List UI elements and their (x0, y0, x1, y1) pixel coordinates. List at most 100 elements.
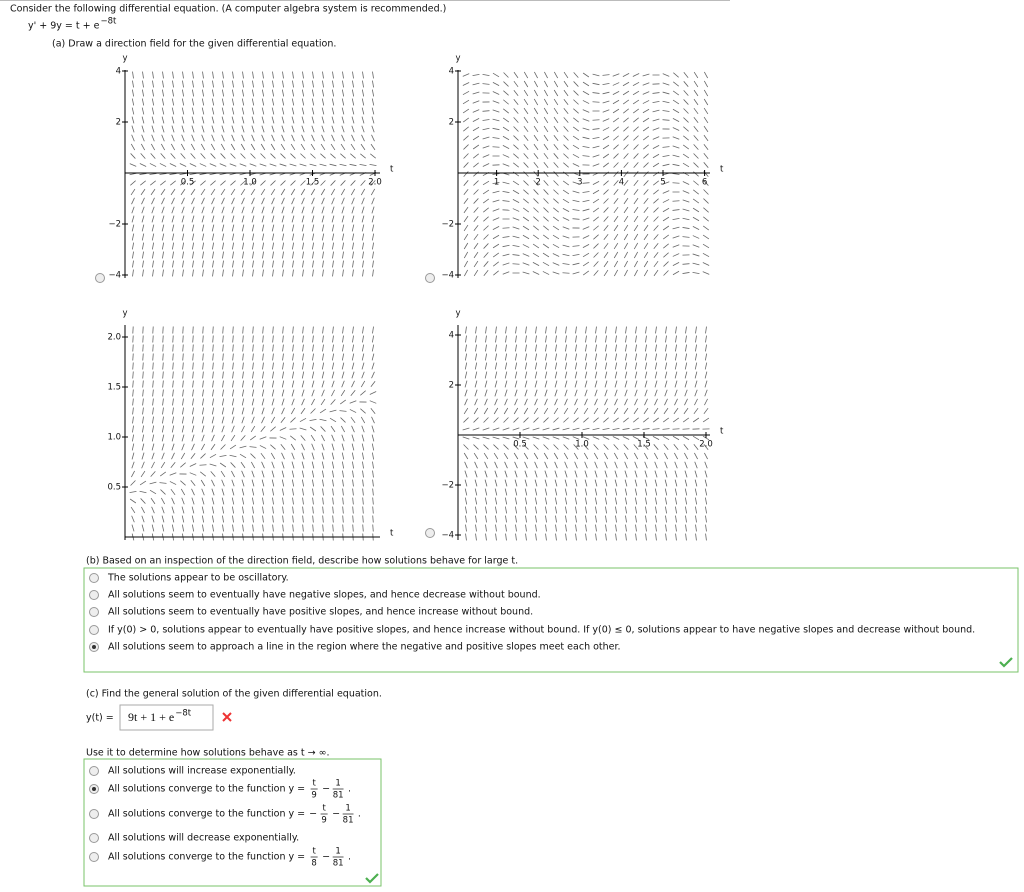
option-radio[interactable] (89, 809, 99, 819)
slope-segment (624, 353, 628, 361)
slope-segment (229, 444, 237, 450)
option-radio[interactable] (89, 766, 99, 776)
slope-segment (533, 407, 539, 415)
slope-segment (682, 272, 690, 274)
slope-segment (172, 260, 174, 268)
slope-segment (513, 89, 519, 97)
slope-segment (463, 206, 469, 214)
slope-segment (562, 189, 570, 195)
slope-segment (302, 497, 304, 505)
slope-segment (512, 180, 520, 186)
denominator: 8 (311, 859, 316, 869)
slope-segment (674, 470, 678, 478)
slope-segment (535, 335, 537, 343)
plot-choice[interactable] (425, 273, 435, 283)
slope-segment (512, 254, 520, 256)
slope-segment (543, 171, 549, 177)
slope-segment (572, 271, 580, 275)
slope-segment (515, 533, 517, 541)
slope-segment (170, 153, 176, 159)
slope-segment (312, 71, 314, 79)
slope-segment (131, 515, 135, 523)
slope-segment (533, 134, 539, 142)
slope-segment (141, 134, 145, 142)
slope-segment (341, 215, 345, 223)
slope-segment (662, 110, 670, 112)
slope-segment (565, 326, 567, 334)
slope-segment (474, 488, 478, 496)
slope-segment (643, 260, 649, 268)
slope-segment (191, 116, 195, 124)
slope-segment (633, 171, 639, 177)
slope-segment (181, 98, 185, 106)
slope-segment (594, 488, 598, 496)
slope-segment (463, 444, 469, 450)
option-radio[interactable] (89, 833, 99, 843)
plot-choice[interactable] (95, 273, 105, 283)
plot-choice[interactable] (425, 528, 435, 538)
slope-segment (281, 452, 285, 460)
slope-segment (582, 182, 590, 184)
slope-segment (672, 81, 680, 87)
slope-segment (542, 271, 550, 275)
slope-segment (191, 107, 195, 115)
slope-segment (221, 197, 225, 205)
slope-segment (332, 470, 334, 478)
slope-segment (189, 163, 197, 167)
slope-segment (280, 153, 286, 159)
t-tick-label: 0.5 (181, 178, 195, 188)
slope-segment (372, 488, 374, 496)
slope-segment (534, 353, 538, 361)
slope-segment (524, 470, 528, 478)
slope-segment (604, 506, 608, 514)
slope-segment (582, 208, 590, 212)
slope-segment (241, 116, 245, 124)
slope-segment (371, 434, 375, 442)
slope-segment (150, 471, 156, 477)
slope-segment (632, 81, 640, 87)
slope-segment (562, 226, 570, 230)
slope-segment (190, 153, 196, 159)
slope-segment (635, 344, 637, 352)
slope-segment (311, 380, 315, 388)
option-radio[interactable] (89, 573, 99, 583)
slope-segment (139, 173, 147, 175)
slope-segment (151, 242, 155, 250)
slope-segment (493, 452, 499, 460)
slope-segment (320, 398, 326, 406)
slope-segment (574, 461, 578, 469)
slope-segment (182, 251, 184, 259)
slope-segment (211, 497, 215, 505)
slope-segment (522, 436, 530, 440)
slope-segment (543, 452, 549, 460)
slope-segment (252, 269, 254, 277)
slope-segment (475, 326, 477, 334)
slope-segment (474, 479, 478, 487)
slope-segment (271, 380, 275, 388)
slope-segment (180, 153, 186, 159)
option-radio[interactable] (89, 590, 99, 600)
slope-segment (272, 335, 274, 343)
answer-input[interactable] (119, 704, 214, 731)
slope-segment (573, 81, 579, 87)
part-c-question: (c) Find the general solution of the giv… (86, 689, 382, 700)
slope-segment (291, 479, 295, 487)
slope-segment (220, 153, 226, 159)
slope-segment (201, 125, 205, 133)
slope-segment (232, 362, 234, 370)
slope-segment (614, 461, 618, 469)
option-radio[interactable] (89, 625, 99, 635)
option-radio[interactable] (89, 852, 99, 862)
slope-segment (320, 426, 326, 432)
slope-segment (602, 100, 610, 104)
numerator: 1 (345, 804, 350, 814)
slope-segment (341, 443, 345, 451)
option-radio[interactable] (89, 607, 99, 617)
slope-segment (582, 136, 590, 140)
slope-segment (202, 371, 204, 379)
slope-segment (341, 461, 345, 469)
slope-segment (464, 461, 468, 469)
slope-segment (474, 398, 478, 406)
slope-segment (290, 188, 296, 196)
slope-segment (162, 344, 164, 352)
